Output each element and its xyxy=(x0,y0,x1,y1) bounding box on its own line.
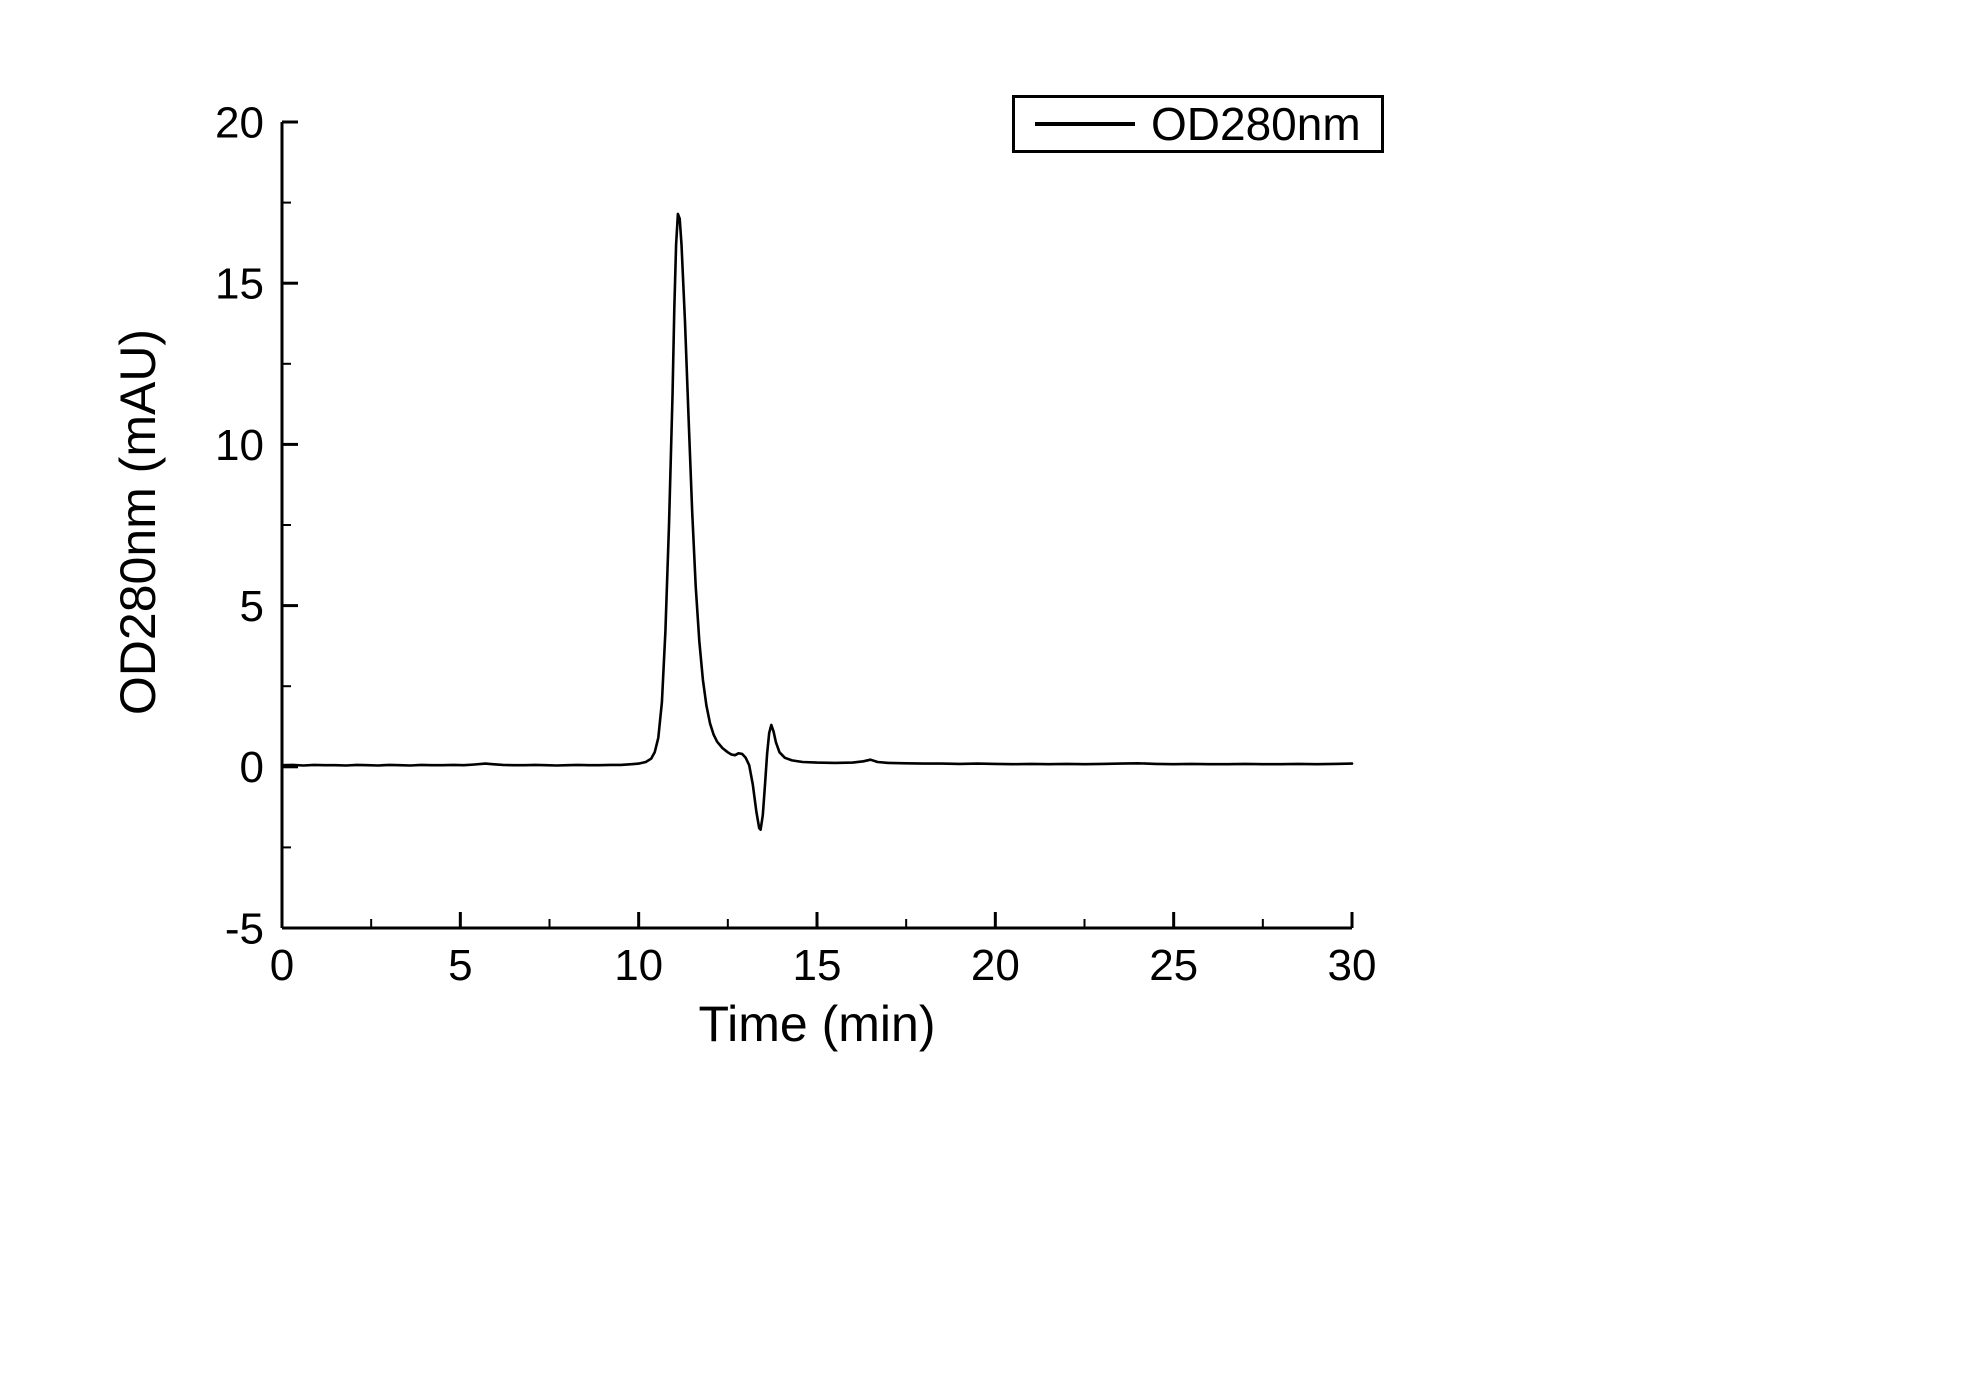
x-tick-label: 15 xyxy=(793,941,842,990)
x-tick-label: 5 xyxy=(448,941,472,990)
y-tick-label: 0 xyxy=(240,743,264,792)
x-axis-title: Time (min) xyxy=(698,996,936,1052)
legend: OD280nm xyxy=(1012,95,1384,153)
legend-line-sample xyxy=(1035,122,1135,126)
x-tick-label: 30 xyxy=(1328,941,1377,990)
y-tick-label: 15 xyxy=(215,260,264,309)
y-tick-label: 5 xyxy=(240,582,264,631)
y-axis-title: OD280nm (mAU) xyxy=(110,328,166,716)
x-tick-label: 20 xyxy=(971,941,1020,990)
x-tick-label: 10 xyxy=(614,941,663,990)
y-tick-label: -5 xyxy=(225,904,264,953)
legend-label: OD280nm xyxy=(1151,98,1361,150)
data-line-OD280nm xyxy=(280,212,1354,831)
x-tick-label: 25 xyxy=(1149,941,1198,990)
x-tick-label: 0 xyxy=(270,941,294,990)
y-tick-label: 10 xyxy=(215,421,264,470)
y-tick-label: 20 xyxy=(215,98,264,147)
